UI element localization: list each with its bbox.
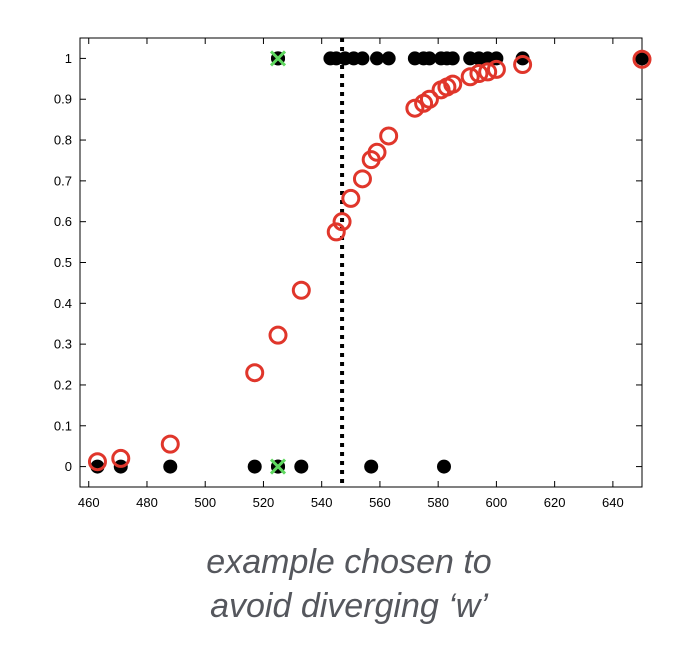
caption-line-1: example chosen to: [206, 543, 492, 581]
predicted-probability-point: [332, 212, 352, 232]
y-tick-label: 0.8: [54, 133, 72, 148]
predicted-probability-point: [478, 62, 498, 82]
predicted-probability-point: [291, 280, 311, 300]
predicted-probability-point: [632, 49, 652, 69]
x-tick-label: 600: [486, 495, 508, 510]
predicted-probability-point: [111, 448, 131, 468]
label-point: [294, 459, 309, 474]
label-point: [381, 51, 396, 66]
label-point: [515, 51, 530, 66]
logistic-fit-chart: 460 480 500 520 540 560 580 600 620 640 0 0.1 0.2 0.…: [54, 37, 652, 510]
label-point: [355, 51, 370, 66]
predicted-probability-point: [326, 222, 346, 242]
predicted-probability-point: [87, 452, 107, 472]
y-tick-label: 0.2: [54, 377, 72, 392]
caption-line-2: avoid diverging ‘w’: [210, 587, 488, 625]
y-tick-label: 0.3: [54, 337, 72, 352]
label-point: [364, 459, 379, 474]
predicted-probability-point: [160, 434, 180, 454]
x-tick-label: 480: [136, 495, 158, 510]
highlighted-point: [269, 50, 287, 67]
predicted-probability-point: [513, 55, 533, 75]
label-point: [635, 51, 649, 66]
y-tick-label: 0: [65, 459, 72, 474]
x-tick-label: 460: [78, 495, 100, 510]
y-tick-label: 0.4: [54, 296, 72, 311]
y-tick-label: 1: [65, 51, 72, 66]
highlighted-point: [269, 458, 287, 475]
y-tick-label: 0.5: [54, 255, 72, 270]
y-axis: 0 0.1 0.2 0.3 0.4 0.5 0.6 0.7 0.8 0.9 1: [54, 51, 642, 474]
label-point: [370, 51, 385, 66]
predicted-probability-point: [469, 64, 489, 84]
x-tick-label: 640: [602, 495, 624, 510]
x-tick-label: 540: [311, 495, 333, 510]
x-tick-label: 620: [544, 495, 566, 510]
y-tick-label: 0.7: [54, 173, 72, 188]
y-tick-label: 0.9: [54, 92, 72, 107]
predicted-probability-point: [379, 126, 399, 146]
y-tick-label: 0.1: [54, 418, 72, 433]
label-point: [436, 459, 451, 474]
label-point: [445, 51, 460, 66]
x-tick-label: 580: [427, 495, 449, 510]
label-point: [247, 459, 262, 474]
predicted-probability-point: [245, 363, 265, 383]
predicted-probability-point: [443, 74, 463, 94]
predicted-probability-point: [460, 67, 480, 87]
predicted-probability-point: [367, 142, 387, 162]
x-tick-label: 520: [253, 495, 275, 510]
predicted-probability-point: [268, 325, 288, 345]
predicted-probability-point: [419, 89, 439, 109]
predicted-probability-point: [486, 59, 506, 79]
y-tick-label: 0.6: [54, 214, 72, 229]
label-point: [422, 51, 437, 66]
x-tick-label: 500: [194, 495, 216, 510]
plot-frame: [79, 37, 643, 488]
predicted-probability-point: [352, 169, 372, 189]
predicted-probability-point: [341, 188, 361, 208]
x-tick-label: 560: [369, 495, 391, 510]
x-axis: 460 480 500 520 540 560 580 600 620 640: [78, 38, 624, 510]
label-point: [163, 459, 178, 474]
data-points: [87, 49, 652, 475]
